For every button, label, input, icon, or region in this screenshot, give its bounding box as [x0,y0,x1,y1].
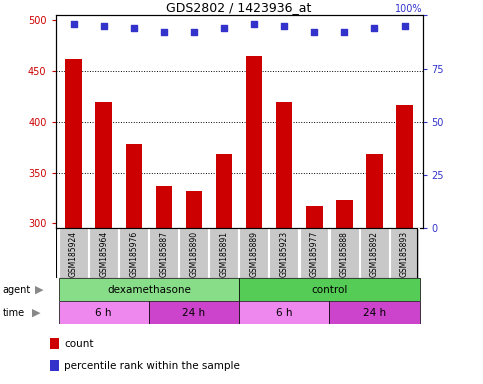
Point [130,25,138,31]
Point [160,29,168,35]
Text: GSM185976: GSM185976 [129,231,138,277]
Bar [50,360,59,371]
Bar [209,228,238,278]
Bar [396,105,413,228]
Text: GSM185893: GSM185893 [400,231,409,277]
Text: time: time [2,308,25,318]
Text: GSM185892: GSM185892 [370,231,379,277]
Bar [65,59,82,228]
Bar [59,228,88,278]
Bar [306,206,323,228]
Text: 6 h: 6 h [96,308,112,318]
Title: GDS2802 / 1423936_at: GDS2802 / 1423936_at [167,1,312,14]
Point [190,29,198,35]
Bar [366,154,383,228]
Bar [58,301,149,324]
Text: 24 h: 24 h [363,308,386,318]
Point [220,25,228,31]
Text: 6 h: 6 h [276,308,293,318]
Bar [270,228,298,278]
Bar [126,144,142,228]
Point [100,23,108,29]
Text: GSM185887: GSM185887 [159,231,169,277]
Bar [58,278,239,301]
Bar [149,301,239,324]
Bar [239,301,329,324]
Bar [216,154,232,228]
Bar [185,191,202,228]
Bar [329,301,420,324]
Text: 24 h: 24 h [183,308,205,318]
Bar [336,200,353,228]
Text: dexamethasone: dexamethasone [107,285,191,295]
Text: GSM185888: GSM185888 [340,231,349,277]
Text: GSM185977: GSM185977 [310,231,319,277]
Bar [50,338,59,349]
Bar [390,228,419,278]
Bar [89,228,118,278]
Point [311,29,318,35]
Text: agent: agent [2,285,30,295]
Bar [330,228,358,278]
Bar [149,228,178,278]
Bar [119,228,148,278]
Point [370,25,378,31]
Bar [246,56,262,228]
Point [280,23,288,29]
Bar [156,186,172,228]
Text: GSM185923: GSM185923 [280,231,289,277]
Text: GSM185890: GSM185890 [189,231,199,277]
Bar [179,228,208,278]
Text: count: count [64,339,94,349]
Text: percentile rank within the sample: percentile rank within the sample [64,361,240,371]
Bar [96,102,112,228]
Text: GSM185924: GSM185924 [69,231,78,277]
Text: 100%: 100% [395,4,423,14]
Text: GSM185964: GSM185964 [99,231,108,277]
Point [341,29,348,35]
Bar [276,102,293,228]
Text: ▶: ▶ [35,285,43,295]
Text: control: control [311,285,348,295]
Point [70,21,77,27]
Text: ▶: ▶ [32,308,41,318]
Bar [239,278,420,301]
Point [401,23,409,29]
Text: GSM185889: GSM185889 [250,231,258,277]
Point [250,21,258,27]
Bar [299,228,328,278]
Bar [240,228,268,278]
Bar [360,228,389,278]
Text: GSM185891: GSM185891 [220,231,228,277]
